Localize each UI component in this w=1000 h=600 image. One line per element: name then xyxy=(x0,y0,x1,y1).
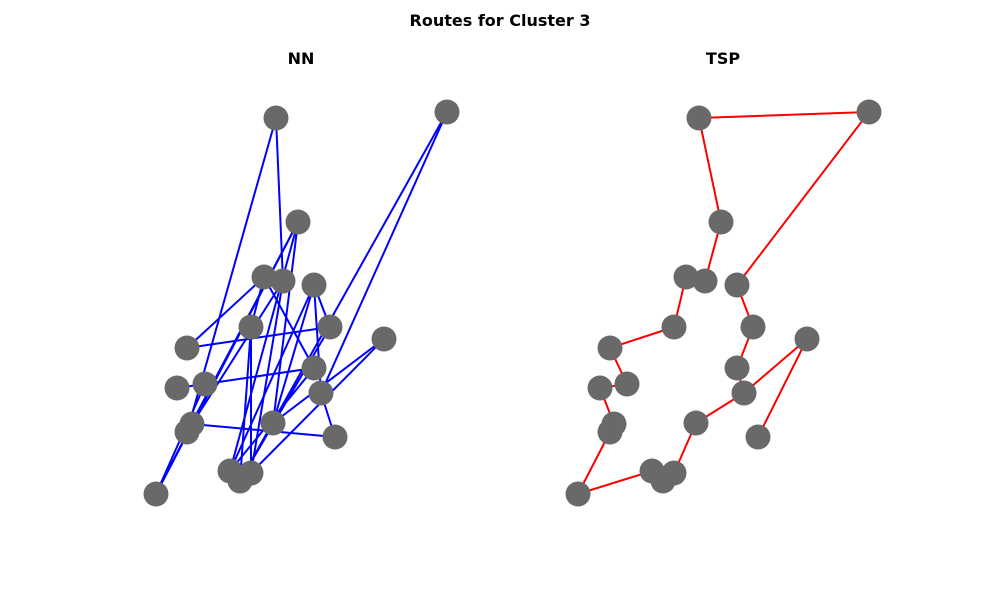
node-nn-4 xyxy=(270,268,296,294)
edge-tsp-6 xyxy=(757,338,808,438)
panel-nn: NN xyxy=(143,49,460,507)
node-nn-5 xyxy=(301,272,327,298)
node-tsp-4 xyxy=(692,268,718,294)
node-nn-13 xyxy=(308,380,334,406)
node-tsp-2 xyxy=(708,209,734,235)
edges-nn xyxy=(155,111,448,495)
node-nn-7 xyxy=(317,314,343,340)
node-tsp-3 xyxy=(673,264,699,290)
panel-tsp: TSP xyxy=(565,49,882,507)
node-tsp-9 xyxy=(597,335,623,361)
node-nn-20 xyxy=(227,468,253,494)
edge-nn-16 xyxy=(229,284,315,472)
edge-nn-4 xyxy=(272,221,299,424)
node-tsp-11 xyxy=(587,375,613,401)
node-nn-21 xyxy=(143,481,169,507)
edge-nn-22 xyxy=(250,338,385,474)
edge-tsp-1 xyxy=(736,111,870,286)
panel-title-nn: NN xyxy=(288,49,315,68)
nodes-nn xyxy=(143,99,460,507)
node-tsp-13 xyxy=(731,380,757,406)
node-nn-1 xyxy=(434,99,460,125)
node-nn-17 xyxy=(322,424,348,450)
node-tsp-8 xyxy=(794,326,820,352)
edge-tsp-17 xyxy=(577,470,653,495)
node-nn-8 xyxy=(371,326,397,352)
node-tsp-21 xyxy=(565,481,591,507)
edge-tsp-0 xyxy=(698,111,870,119)
edge-tsp-7 xyxy=(698,117,722,223)
edges-tsp xyxy=(577,111,870,495)
node-tsp-12 xyxy=(614,371,640,397)
node-tsp-10 xyxy=(724,355,750,381)
node-tsp-1 xyxy=(856,99,882,125)
node-nn-9 xyxy=(174,335,200,361)
node-tsp-7 xyxy=(740,314,766,340)
edge-nn-21 xyxy=(272,338,385,424)
node-nn-11 xyxy=(164,375,190,401)
node-nn-10 xyxy=(301,355,327,381)
panel-title-tsp: TSP xyxy=(706,49,740,68)
node-nn-12 xyxy=(192,371,218,397)
edge-nn-15 xyxy=(272,284,315,424)
node-tsp-17 xyxy=(745,424,771,450)
node-tsp-6 xyxy=(661,314,687,340)
node-tsp-5 xyxy=(724,272,750,298)
edge-nn-23 xyxy=(204,367,315,385)
edge-nn-2 xyxy=(320,111,448,394)
node-tsp-20 xyxy=(650,468,676,494)
node-nn-2 xyxy=(285,209,311,235)
edge-nn-12 xyxy=(250,280,284,474)
node-nn-3 xyxy=(251,264,277,290)
figure-title: Routes for Cluster 3 xyxy=(410,11,591,30)
node-nn-14 xyxy=(260,410,286,436)
node-nn-6 xyxy=(238,314,264,340)
edge-tsp-5 xyxy=(743,338,808,394)
node-tsp-14 xyxy=(683,410,709,436)
edge-nn-19 xyxy=(186,326,331,349)
edge-nn-6 xyxy=(229,221,299,472)
edge-nn-10 xyxy=(263,276,315,369)
edge-nn-9 xyxy=(186,276,265,349)
nodes-tsp xyxy=(565,99,882,507)
node-nn-16 xyxy=(174,419,200,445)
node-nn-0 xyxy=(263,105,289,131)
node-tsp-16 xyxy=(597,419,623,445)
node-tsp-0 xyxy=(686,105,712,131)
edge-nn-11 xyxy=(186,280,284,433)
